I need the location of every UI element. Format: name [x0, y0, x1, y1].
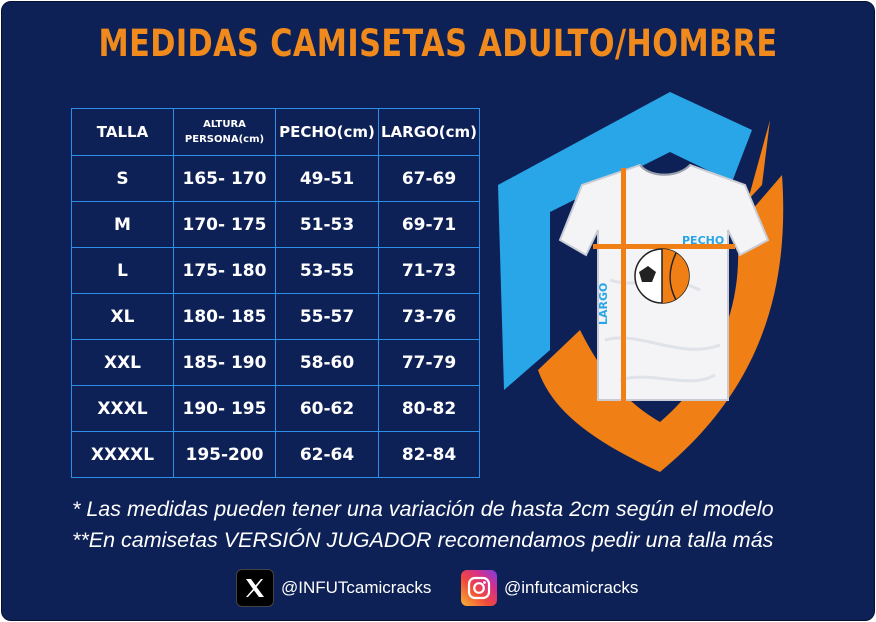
pecho-label: PECHO: [682, 234, 725, 247]
cell-pecho: 51-53: [275, 201, 379, 248]
cell-pecho: 62-64: [275, 431, 379, 478]
table-row: L 175- 180 53-55 71-73: [71, 247, 480, 294]
cell-largo: 73-76: [378, 293, 480, 340]
cell-largo: 82-84: [378, 431, 480, 478]
shield-logo: [498, 92, 752, 390]
cell-altura: 190- 195: [173, 385, 276, 432]
header-altura-line1: ALTURA: [203, 119, 246, 130]
cell-pecho: 49-51: [275, 155, 379, 202]
social-instagram[interactable]: @infutcamicracks: [461, 570, 639, 606]
largo-line: [621, 168, 626, 403]
cell-altura: 180- 185: [173, 293, 276, 340]
table-header-row: TALLA ALTURA PERSONA(cm) PECHO(cm) LARGO…: [71, 108, 480, 156]
instagram-icon: [461, 570, 497, 606]
social-x[interactable]: @INFUTcamicracks: [236, 569, 432, 607]
cell-talla: XXXXL: [71, 431, 174, 478]
cell-pecho: 58-60: [275, 339, 379, 386]
page-title: MEDIDAS CAMISETAS ADULTO/HOMBRE: [98, 22, 778, 65]
cell-pecho: 53-55: [275, 247, 379, 294]
shirt-measure-illustration: [498, 92, 784, 472]
ball-icon: [634, 248, 690, 304]
cell-talla: XXL: [71, 339, 174, 386]
cell-largo: 80-82: [378, 385, 480, 432]
table-row: XL 180- 185 55-57 73-76: [71, 293, 480, 340]
table-row: XXXXL 195-200 62-64 82-84: [71, 431, 480, 478]
cell-altura: 175- 180: [173, 247, 276, 294]
header-talla: TALLA: [71, 108, 174, 156]
instagram-handle[interactable]: @infutcamicracks: [504, 578, 639, 597]
table-row: S 165- 170 49-51 67-69: [71, 155, 480, 202]
note-player-version: **En camisetas VERSIÓN JUGADOR recomenda…: [72, 528, 774, 552]
header-altura-line2: PERSONA(cm): [184, 134, 265, 145]
x-logo-icon: [236, 569, 274, 607]
cell-largo: 71-73: [378, 247, 480, 294]
largo-label: LARGO: [597, 282, 610, 325]
size-table: TALLA ALTURA PERSONA(cm) PECHO(cm) LARGO…: [71, 108, 480, 478]
cell-altura: 195-200: [173, 431, 276, 478]
cell-largo: 67-69: [378, 155, 480, 202]
cell-largo: 77-79: [378, 339, 480, 386]
shield-swoosh: [748, 120, 770, 200]
cell-talla: XXXL: [71, 385, 174, 432]
cell-largo: 69-71: [378, 201, 480, 248]
table-row: XXXL 190- 195 60-62 80-82: [71, 385, 480, 432]
pecho-line: [593, 244, 735, 249]
cell-talla: M: [71, 201, 174, 248]
note-variation: * Las medidas pueden tener una variación…: [72, 497, 774, 521]
header-largo: LARGO(cm): [378, 108, 480, 156]
table-row: M 170- 175 51-53 69-71: [71, 201, 480, 248]
x-handle[interactable]: @INFUTcamicracks: [281, 578, 432, 597]
table-row: XXL 185- 190 58-60 77-79: [71, 339, 480, 386]
cell-altura: 185- 190: [173, 339, 276, 386]
header-pecho: PECHO(cm): [275, 108, 379, 156]
cell-altura: 170- 175: [173, 201, 276, 248]
cell-pecho: 55-57: [275, 293, 379, 340]
cell-talla: L: [71, 247, 174, 294]
header-altura: ALTURA PERSONA(cm): [173, 108, 276, 156]
cell-talla: S: [71, 155, 174, 202]
cell-pecho: 60-62: [275, 385, 379, 432]
cell-altura: 165- 170: [173, 155, 276, 202]
cell-talla: XL: [71, 293, 174, 340]
